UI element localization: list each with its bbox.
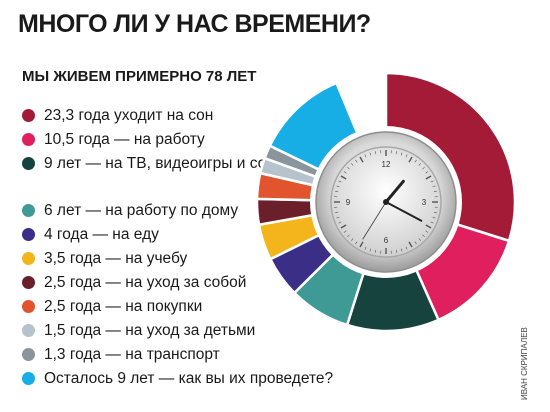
clock-numeral: 3 bbox=[422, 198, 427, 207]
legend-label: 2,5 года — на покупки bbox=[44, 298, 203, 315]
legend-label: 3,5 года — на учебу bbox=[44, 250, 188, 267]
legend-item: 9 лет — на ТВ, видеоигры и соцсети bbox=[22, 154, 364, 173]
clock-tick bbox=[408, 241, 413, 248]
clock-tick bbox=[430, 180, 434, 183]
legend-item: 1,3 года — на транспорт bbox=[22, 345, 364, 364]
clock-tick bbox=[374, 151, 377, 155]
clock-tick bbox=[425, 175, 432, 180]
clock-tick bbox=[369, 152, 372, 156]
legend-item: 1,5 года — на уход за детьми bbox=[22, 321, 364, 340]
clock-numeral: 12 bbox=[382, 160, 391, 169]
clock-tick bbox=[432, 216, 436, 219]
clock-numeral: 6 bbox=[384, 236, 389, 245]
clock-numeral: 9 bbox=[346, 198, 351, 207]
legend-label: 10,5 года — на работу bbox=[44, 131, 205, 148]
clock-tick bbox=[425, 230, 429, 233]
legend-swatch bbox=[22, 324, 35, 337]
clock-tick bbox=[408, 156, 413, 163]
clock-tick bbox=[418, 238, 422, 241]
legend-item: 6 лет — на работу по дому bbox=[22, 201, 364, 220]
clock-tick bbox=[343, 171, 347, 174]
legend-swatch bbox=[22, 372, 35, 385]
clock-tick bbox=[347, 166, 350, 170]
clock-tick bbox=[364, 154, 367, 158]
clock-tick bbox=[347, 234, 350, 238]
photo-credit: ИВАН СКРИПАЛЕВ bbox=[520, 327, 529, 400]
legend-label: 6 лет — на работу по дому bbox=[44, 202, 239, 219]
clock-tick bbox=[395, 249, 398, 253]
legend-label: 1,5 года — на уход за детьми bbox=[44, 322, 256, 339]
clock-tick bbox=[343, 230, 347, 233]
legend-swatch bbox=[22, 348, 35, 361]
legend-item: 2,5 года — на уход за собой bbox=[22, 273, 364, 292]
clock-minute-hand bbox=[385, 201, 423, 222]
clock-tick bbox=[335, 211, 339, 214]
legend-swatch bbox=[22, 157, 35, 170]
clock-tick bbox=[400, 152, 403, 156]
legend-swatch bbox=[22, 252, 35, 265]
clock-tick bbox=[422, 234, 425, 238]
clock-tick bbox=[425, 171, 429, 174]
clock-tick bbox=[395, 151, 398, 155]
clock-tick bbox=[414, 241, 417, 245]
clock-tick bbox=[335, 190, 339, 193]
clock-tick bbox=[336, 216, 340, 219]
legend-item: 4 года — на еду bbox=[22, 225, 364, 244]
clock-tick bbox=[340, 224, 347, 229]
clock-tick bbox=[432, 185, 436, 188]
clock-tick bbox=[336, 185, 340, 188]
legend-swatch bbox=[22, 276, 35, 289]
legend-swatch bbox=[22, 109, 35, 122]
legend-swatch bbox=[22, 300, 35, 313]
clock-tick bbox=[359, 241, 364, 248]
legend-item: 10,5 года — на работу bbox=[22, 130, 364, 149]
chart-subtitle: МЫ ЖИВЕМ ПРИМЕРНО 78 ЛЕТ bbox=[22, 68, 257, 85]
clock-tick bbox=[418, 163, 422, 166]
clock-hour-hand bbox=[384, 179, 405, 204]
clock-tick bbox=[338, 221, 342, 224]
clock-tick bbox=[338, 180, 342, 183]
clock-tick bbox=[359, 156, 364, 163]
clock-center-pin bbox=[383, 199, 389, 205]
legend-label: 4 года — на еду bbox=[44, 226, 159, 243]
legend-label: 23,3 года уходит на сон bbox=[44, 107, 214, 124]
legend-item: Осталось 9 лет — как вы их проведете? bbox=[22, 369, 364, 388]
legend-item: 3,5 года — на учебу bbox=[22, 249, 364, 268]
legend-swatch bbox=[22, 133, 35, 146]
legend-label: Осталось 9 лет — как вы их проведете? bbox=[44, 370, 334, 387]
clock-tick bbox=[350, 238, 354, 241]
clock-tick bbox=[425, 224, 432, 229]
clock-tick bbox=[433, 190, 437, 193]
clock-tick bbox=[405, 154, 408, 158]
clock-tick bbox=[430, 221, 434, 224]
clock-tick bbox=[414, 159, 417, 163]
clock-tick bbox=[340, 175, 347, 180]
clock-tick bbox=[350, 163, 354, 166]
clock-tick bbox=[405, 246, 408, 250]
clock-tick bbox=[369, 248, 372, 252]
legend-label: 1,3 года — на транспорт bbox=[44, 346, 220, 363]
legend-swatch bbox=[22, 204, 35, 217]
legend-label: 2,5 года — на уход за собой bbox=[44, 274, 247, 291]
clock-tick bbox=[355, 159, 358, 163]
clock-tick bbox=[422, 166, 425, 170]
legend-label: 9 лет — на ТВ, видеоигры и соцсети bbox=[44, 155, 307, 172]
chart-title: МНОГО ЛИ У НАС ВРЕМЕНИ? bbox=[18, 10, 371, 38]
clock-tick bbox=[433, 211, 437, 214]
legend-swatch bbox=[22, 228, 35, 241]
legend-item: 23,3 года уходит на сон bbox=[22, 106, 364, 125]
legend-item: 2,5 года — на покупки bbox=[22, 297, 364, 316]
clock-tick bbox=[355, 241, 358, 245]
clock-tick bbox=[400, 248, 403, 252]
clock-tick bbox=[364, 246, 367, 250]
clock-second-hand bbox=[362, 201, 387, 240]
clock-tick bbox=[374, 249, 377, 253]
